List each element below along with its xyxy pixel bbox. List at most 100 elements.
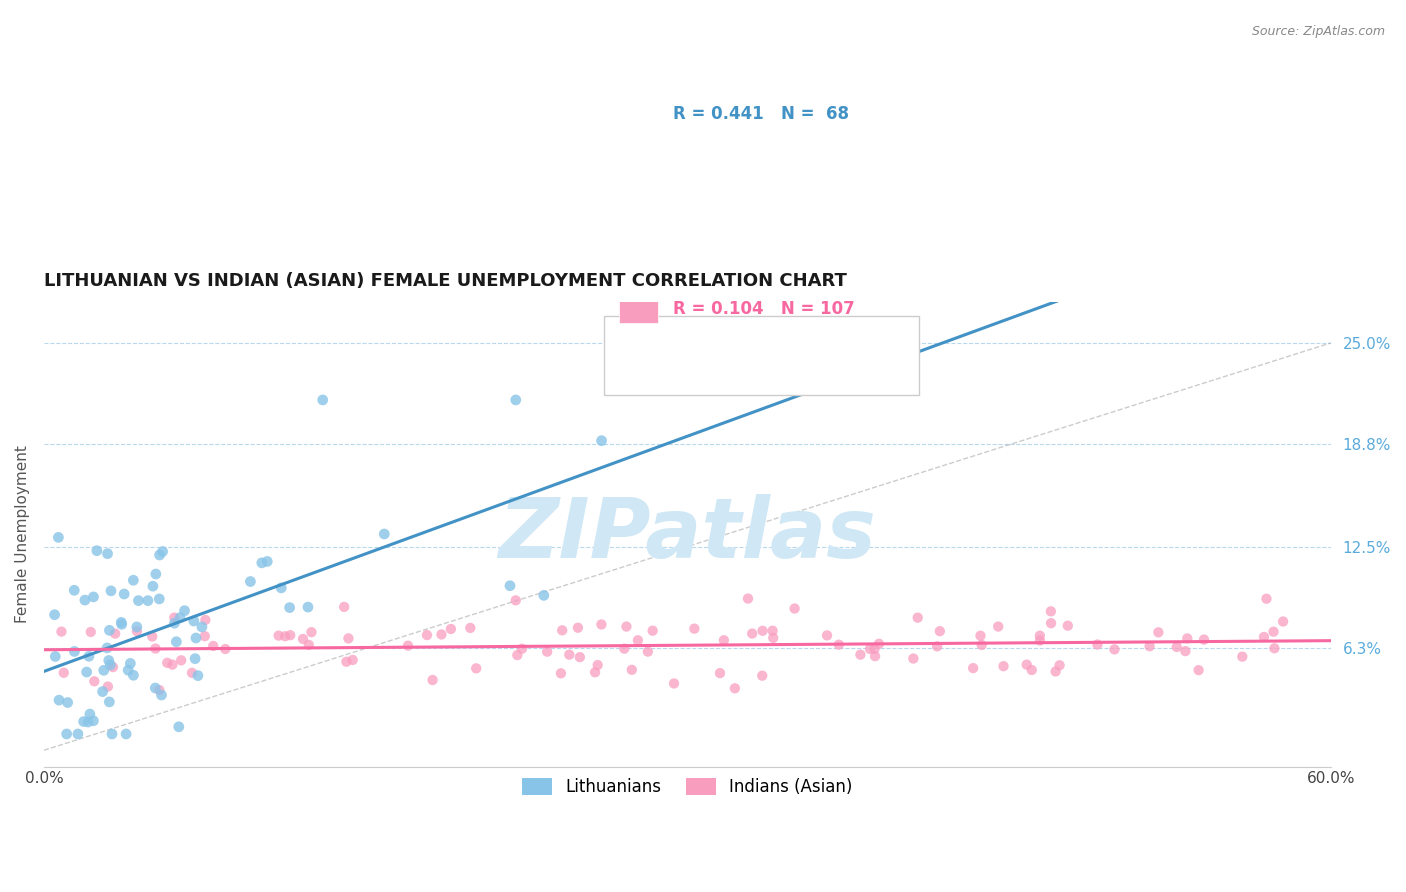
Point (1175, 632, 1198, 646)
Point (239, 574, 262, 589)
Point (683, 622, 706, 636)
Point (815, 628, 838, 642)
Point (98, 624, 121, 638)
Point (1015, 657, 1038, 672)
Point (616, 619, 638, 633)
Point (741, 626, 763, 640)
Point (278, 628, 301, 642)
Point (962, 661, 984, 675)
Point (162, 657, 184, 672)
Point (77, 649, 100, 664)
Point (620, 663, 643, 677)
Point (533, 588, 555, 602)
FancyBboxPatch shape (603, 316, 920, 395)
Point (86, 543, 108, 558)
Point (66, 727, 89, 741)
FancyBboxPatch shape (619, 295, 658, 323)
Point (637, 645, 659, 659)
Point (44, 649, 66, 664)
Point (79, 707, 101, 722)
Point (970, 638, 993, 652)
Point (506, 648, 529, 662)
Point (120, 657, 142, 671)
Point (82, 714, 104, 728)
Point (335, 655, 357, 669)
Point (297, 600, 319, 615)
Point (1272, 615, 1295, 629)
Point (163, 610, 186, 624)
Point (1232, 649, 1254, 664)
Point (250, 556, 273, 570)
Point (342, 653, 364, 667)
Point (202, 639, 225, 653)
Point (183, 614, 205, 628)
Point (181, 665, 204, 680)
Point (641, 624, 664, 638)
Point (1256, 591, 1278, 606)
Point (169, 610, 191, 624)
Point (1174, 644, 1197, 658)
Point (713, 633, 735, 648)
Point (98, 695, 121, 709)
Point (214, 642, 236, 657)
Point (301, 625, 323, 640)
Point (51, 624, 73, 639)
Point (396, 639, 419, 653)
Point (337, 632, 360, 646)
Point (422, 673, 444, 687)
Point (184, 651, 207, 665)
Point (1263, 641, 1285, 656)
Point (1056, 618, 1078, 632)
Point (536, 645, 558, 659)
Point (969, 629, 991, 643)
Point (127, 593, 149, 607)
Text: LITHUANIAN VS INDIAN (ASIAN) FEMALE UNEMPLOYMENT CORRELATION CHART: LITHUANIAN VS INDIAN (ASIAN) FEMALE UNEM… (44, 271, 846, 290)
Point (96, 640, 118, 655)
Point (267, 629, 290, 643)
Point (613, 641, 636, 656)
Point (591, 434, 613, 448)
Point (591, 617, 613, 632)
Point (1029, 629, 1052, 643)
Point (194, 613, 217, 627)
Point (167, 720, 190, 734)
Point (586, 658, 609, 673)
Point (1147, 625, 1170, 640)
Point (125, 620, 148, 634)
Point (499, 579, 522, 593)
Point (1021, 663, 1043, 677)
Point (143, 681, 166, 695)
Legend: Lithuanians, Indians (Asian): Lithuanians, Indians (Asian) (515, 771, 859, 802)
Point (82, 590, 104, 604)
Point (115, 727, 138, 741)
Point (312, 392, 335, 407)
Point (1040, 616, 1063, 631)
Point (122, 668, 145, 682)
Point (1045, 665, 1067, 679)
Point (762, 631, 785, 645)
Point (783, 601, 806, 615)
Point (156, 656, 179, 670)
Point (142, 579, 165, 593)
Point (1049, 658, 1071, 673)
Point (52, 665, 75, 680)
Point (170, 653, 193, 667)
Point (93, 663, 115, 677)
Text: R = 0.441   N =  68: R = 0.441 N = 68 (673, 105, 849, 123)
Point (567, 621, 589, 635)
Point (762, 624, 785, 638)
Text: R = 0.104   N = 107: R = 0.104 N = 107 (673, 300, 855, 318)
Point (48, 530, 70, 544)
Point (72, 714, 94, 729)
Point (270, 581, 292, 595)
Point (551, 624, 574, 638)
Point (550, 666, 572, 681)
Point (63, 644, 86, 658)
Point (187, 668, 209, 682)
Point (863, 649, 886, 664)
Point (152, 544, 174, 558)
Point (1104, 642, 1126, 657)
Point (63, 583, 86, 598)
Point (927, 640, 949, 654)
Point (125, 624, 148, 639)
